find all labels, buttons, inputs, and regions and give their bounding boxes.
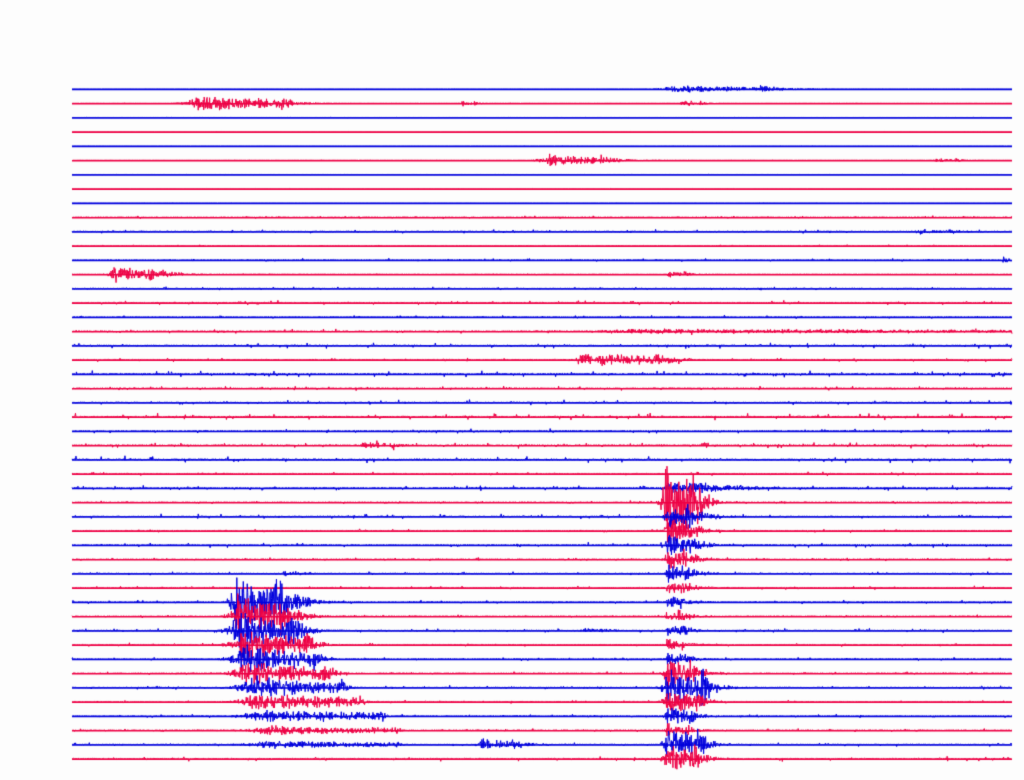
helicorder-plot[interactable] — [0, 0, 1024, 780]
